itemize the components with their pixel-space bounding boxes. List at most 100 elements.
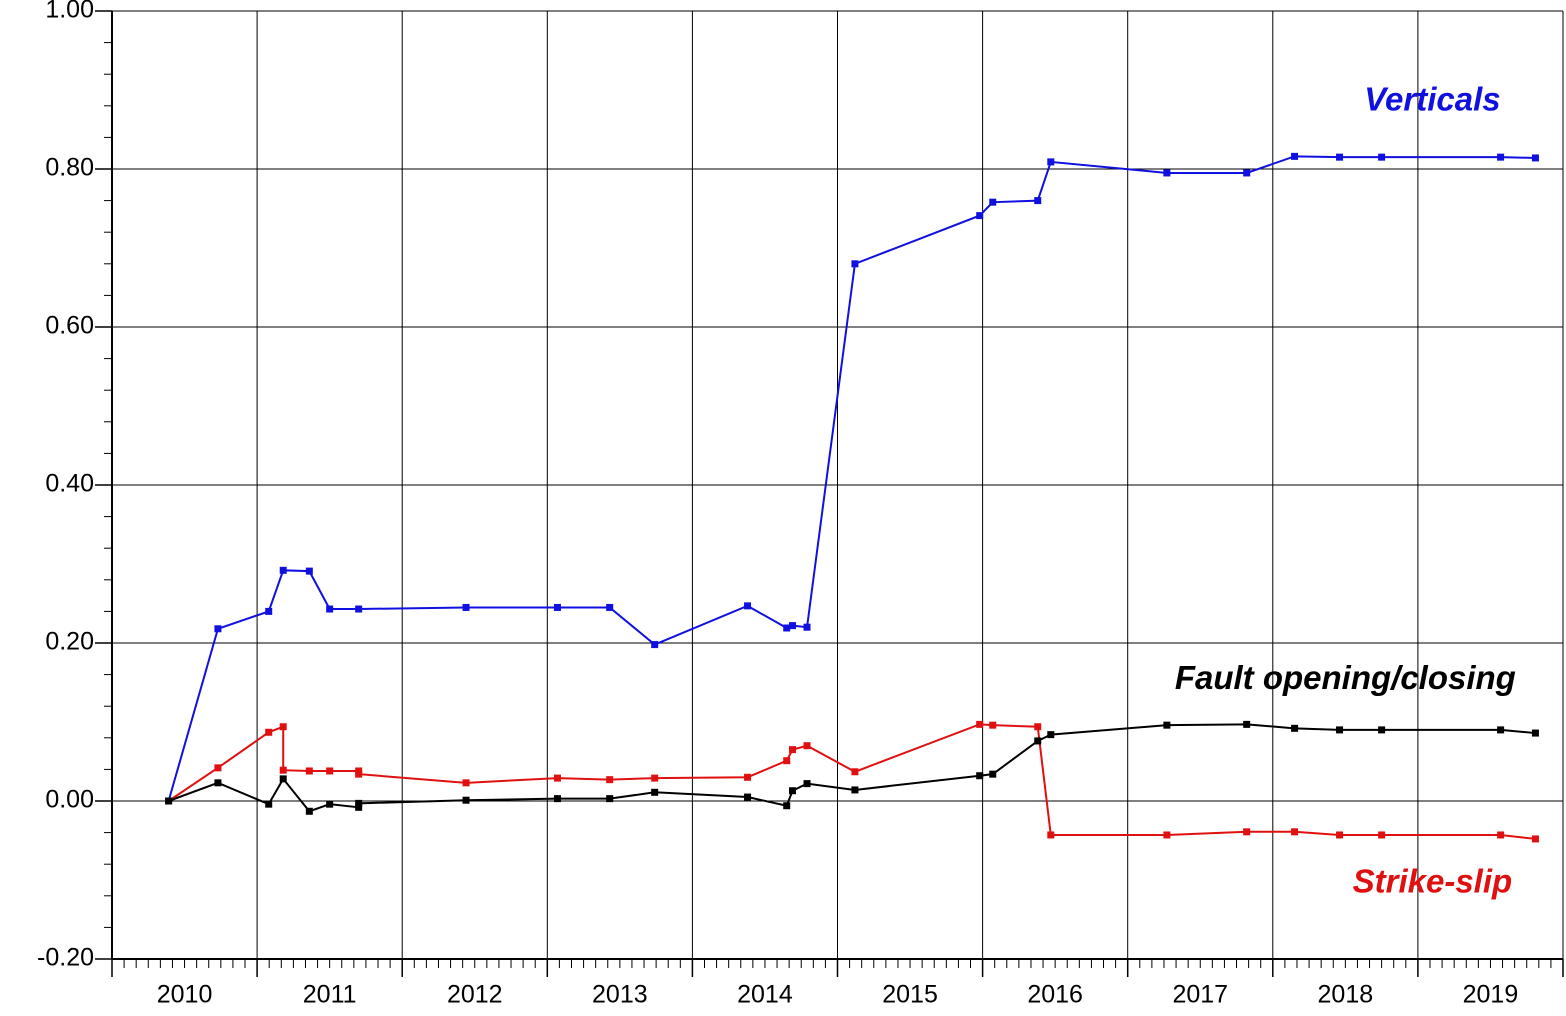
data-point: [553, 774, 561, 782]
series-line: [168, 723, 1536, 813]
data-point: [851, 786, 859, 794]
data-point: [803, 780, 811, 788]
data-point: [1336, 726, 1344, 734]
data-point: [305, 767, 313, 775]
data-point: [606, 795, 614, 803]
data-point: [462, 603, 470, 611]
x-tick-label: 2014: [737, 981, 793, 1009]
data-point: [783, 802, 791, 810]
data-point: [326, 767, 334, 775]
y-tick-label: 0.00: [45, 786, 94, 814]
data-point: [783, 624, 791, 632]
data-point: [462, 796, 470, 804]
x-tick-label: 2015: [882, 981, 938, 1009]
data-point: [326, 800, 334, 808]
data-point: [165, 797, 173, 805]
data-point: [1497, 831, 1505, 839]
data-point: [214, 779, 222, 787]
data-point: [1243, 169, 1251, 177]
data-point: [976, 212, 984, 220]
data-point: [1034, 197, 1042, 205]
data-point: [651, 788, 659, 796]
data-point: [1531, 154, 1539, 162]
data-point: [355, 605, 363, 613]
data-point: [851, 260, 859, 268]
series-line: [168, 723, 1536, 840]
data-point: [1034, 737, 1042, 745]
data-point: [744, 602, 752, 610]
data-point: [279, 775, 287, 783]
data-point: [989, 721, 997, 729]
data-point: [976, 772, 984, 780]
data-point: [214, 764, 222, 772]
data-point: [1243, 720, 1251, 728]
annotation: Strike-slip: [1353, 863, 1513, 900]
data-point: [1291, 828, 1299, 836]
data-point: [989, 198, 997, 206]
data-point: [803, 742, 811, 750]
data-point: [606, 603, 614, 611]
data-point: [1378, 726, 1386, 734]
data-point: [651, 774, 659, 782]
data-point: [305, 807, 313, 815]
series-line: [167, 155, 1536, 802]
x-tick-label: 2012: [447, 981, 503, 1009]
data-point: [1336, 153, 1344, 161]
data-point: [1047, 731, 1055, 739]
x-tick-label: 2011: [303, 981, 357, 1009]
data-point: [279, 566, 287, 574]
data-point: [1497, 153, 1505, 161]
data-point: [783, 757, 791, 765]
x-tick-label: 2019: [1463, 981, 1519, 1009]
data-point: [803, 623, 811, 631]
data-point: [355, 803, 363, 811]
data-point: [789, 787, 797, 795]
data-point: [989, 770, 997, 778]
data-point: [265, 728, 273, 736]
y-tick-label: 0.40: [45, 470, 94, 498]
y-tick-label: 0.80: [45, 154, 94, 182]
data-point: [279, 723, 287, 731]
x-tick-label: 2010: [157, 981, 213, 1009]
y-tick-label: 0.20: [45, 628, 94, 656]
data-point: [851, 768, 859, 776]
data-point: [279, 766, 287, 774]
annotation: Verticals: [1364, 81, 1500, 118]
data-point: [355, 770, 363, 778]
data-point: [1497, 726, 1505, 734]
data-point: [1163, 169, 1171, 177]
y-tick-label: 1.00: [45, 0, 94, 24]
y-tick-label: -0.20: [37, 944, 94, 972]
data-point: [1047, 158, 1055, 166]
x-tick-label: 2013: [592, 981, 648, 1009]
data-point: [789, 622, 797, 630]
data-point: [265, 607, 273, 615]
data-point: [326, 605, 334, 613]
data-point: [305, 567, 313, 575]
data-point: [553, 795, 561, 803]
data-point: [1531, 729, 1539, 737]
data-point: [1243, 828, 1251, 836]
data-point: [355, 799, 363, 807]
data-point: [1034, 723, 1042, 731]
data-point: [789, 746, 797, 754]
data-point: [1336, 831, 1344, 839]
data-point: [1163, 831, 1171, 839]
data-point: [1047, 831, 1055, 839]
data-point: [553, 603, 561, 611]
x-tick-label: 2016: [1027, 981, 1083, 1009]
data-point: [606, 776, 614, 784]
data-point: [744, 793, 752, 801]
data-point: [265, 800, 273, 808]
data-point: [462, 779, 470, 787]
data-point: [976, 720, 984, 728]
data-point: [1531, 835, 1539, 843]
data-point: [651, 641, 659, 649]
data-point: [1378, 831, 1386, 839]
data-point: [214, 625, 222, 633]
x-tick-label: 2017: [1172, 981, 1228, 1009]
annotation: Fault opening/closing: [1175, 659, 1516, 696]
data-point: [1378, 153, 1386, 161]
data-point: [1291, 152, 1299, 160]
